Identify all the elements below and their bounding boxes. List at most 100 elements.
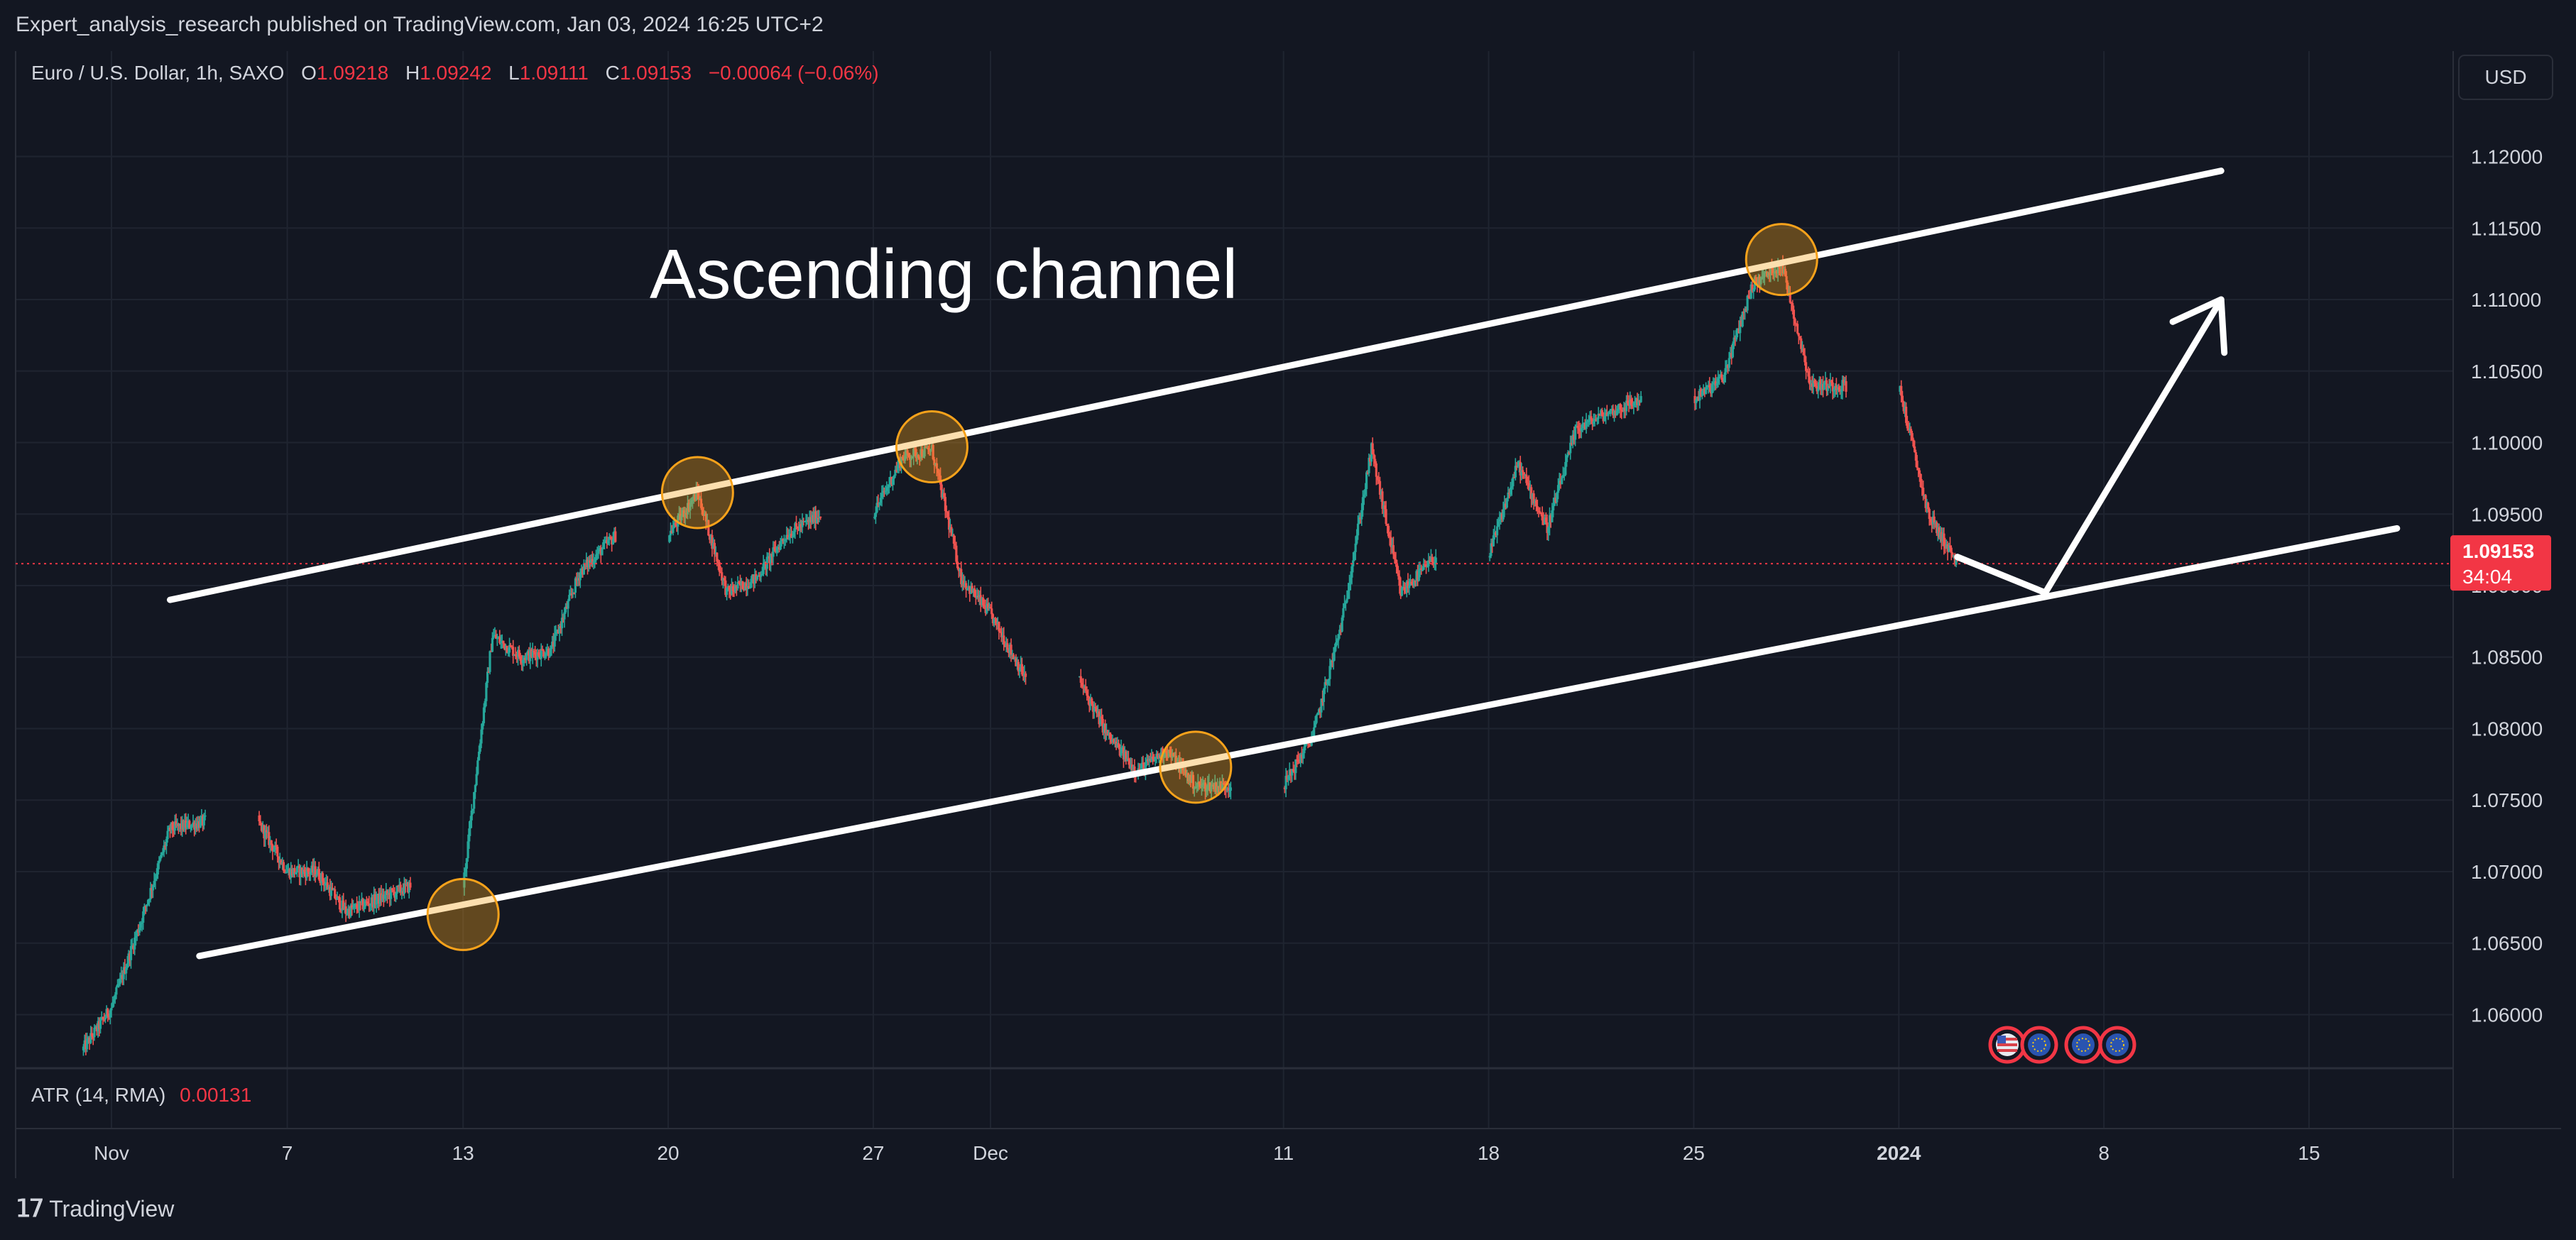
time-tick-label: 20 xyxy=(657,1142,679,1164)
lower-channel-line[interactable] xyxy=(196,525,2401,960)
candle-body xyxy=(1378,481,1382,495)
candle-body xyxy=(1784,268,1786,277)
candle xyxy=(784,538,787,547)
candle-body xyxy=(1583,422,1586,424)
candle-body xyxy=(674,522,677,525)
candle xyxy=(185,816,189,830)
candle xyxy=(1392,537,1395,559)
candle-body xyxy=(1725,365,1728,368)
candle xyxy=(707,520,710,537)
candle-body xyxy=(163,845,165,852)
candle xyxy=(598,545,601,552)
candle-body xyxy=(1229,787,1232,791)
candle xyxy=(993,618,995,627)
candle-body xyxy=(1008,644,1011,653)
candle-body xyxy=(1193,788,1196,790)
candle xyxy=(802,517,805,526)
price-axis[interactable]: 1.120001.115001.110001.105001.100001.095… xyxy=(2471,146,2543,1026)
candle xyxy=(82,1043,85,1056)
candle-body xyxy=(1710,384,1713,394)
candle-body xyxy=(900,457,903,468)
candle xyxy=(1583,422,1586,431)
candle xyxy=(1713,378,1716,391)
candle-body xyxy=(1552,505,1555,511)
candle xyxy=(329,880,333,900)
candle-body xyxy=(994,618,997,620)
currency-button[interactable]: USD xyxy=(2458,55,2553,100)
candle-body xyxy=(1715,383,1718,386)
projection-arrow-head[interactable] xyxy=(2169,296,2228,356)
candle xyxy=(1093,701,1096,719)
legend-symbol[interactable]: Euro / U.S. Dollar, 1h, SAXO O1.09218 H1… xyxy=(31,62,879,84)
candle-body xyxy=(332,889,335,891)
touch-point-marker[interactable] xyxy=(895,410,968,484)
candle-body xyxy=(540,649,542,659)
candle-body xyxy=(466,841,469,859)
candle xyxy=(1783,265,1786,275)
touch-point-marker[interactable] xyxy=(1745,223,1818,297)
price-tick-label: 1.10500 xyxy=(2471,361,2543,383)
candle xyxy=(309,868,312,882)
candle xyxy=(161,847,164,856)
indicator-legend[interactable]: ATR (14, RMA) 0.00131 xyxy=(31,1084,251,1106)
candle xyxy=(1835,378,1838,395)
candle-body xyxy=(259,821,262,823)
eu-flag-event-icon[interactable] xyxy=(2098,1026,2136,1064)
candle xyxy=(1339,622,1343,635)
candle-body xyxy=(1215,782,1218,793)
candle xyxy=(158,856,160,869)
candle xyxy=(1583,419,1586,430)
candle-body xyxy=(797,528,800,531)
candle xyxy=(1366,469,1369,475)
candle xyxy=(682,506,686,524)
candle-body xyxy=(181,820,184,830)
economic-events[interactable] xyxy=(1988,1026,2136,1064)
candle-body xyxy=(743,588,746,591)
candle xyxy=(366,898,369,906)
candle-body xyxy=(1704,387,1708,395)
currency-button-frame[interactable] xyxy=(2458,55,2553,100)
candle xyxy=(960,561,963,588)
candle xyxy=(84,1033,87,1055)
candle xyxy=(1746,295,1749,314)
candle xyxy=(1622,401,1625,419)
touch-point-marker[interactable] xyxy=(1159,730,1233,804)
currency-button-label[interactable]: USD xyxy=(2484,66,2526,88)
eu-flag-event-icon[interactable] xyxy=(2020,1026,2058,1064)
candle xyxy=(398,878,401,894)
candle xyxy=(774,540,777,554)
candle xyxy=(1078,676,1081,678)
candle xyxy=(1790,301,1793,312)
candle-body xyxy=(273,850,275,852)
projection-arrow-line[interactable] xyxy=(1954,296,2225,596)
candle-body xyxy=(1091,698,1093,704)
upper-channel-line[interactable] xyxy=(167,168,2225,603)
candle-body xyxy=(1140,762,1143,769)
time-axis[interactable]: Nov 7 13 20 27 Dec 11 18 25 2024 8 15 xyxy=(94,1142,2320,1164)
touch-point-marker[interactable] xyxy=(426,877,500,951)
annotation-text[interactable]: Ascending channel xyxy=(650,235,1238,313)
candle-body xyxy=(89,1033,92,1043)
touch-point-marker[interactable] xyxy=(660,456,734,530)
candle-body xyxy=(1790,302,1793,304)
candle xyxy=(1546,514,1549,541)
candle-body xyxy=(1714,381,1717,386)
candle-body xyxy=(290,869,294,876)
tradingview-logo[interactable]: 𝟣𝟩 TradingView xyxy=(16,1192,174,1225)
candle xyxy=(189,825,192,833)
candle xyxy=(718,559,721,576)
candle xyxy=(1636,393,1639,412)
candle-body xyxy=(1697,396,1700,401)
candle-body xyxy=(774,548,777,553)
candle-body xyxy=(474,785,476,793)
us-flag-event-icon[interactable] xyxy=(1988,1026,2026,1064)
eu-flag-event-icon[interactable] xyxy=(2064,1026,2102,1064)
drawings[interactable] xyxy=(167,168,2401,960)
candle xyxy=(1502,501,1505,522)
candle-body xyxy=(1303,747,1306,754)
candle xyxy=(1505,498,1508,509)
candle-body xyxy=(293,868,296,874)
candle xyxy=(1330,659,1333,670)
candle xyxy=(1191,770,1194,784)
